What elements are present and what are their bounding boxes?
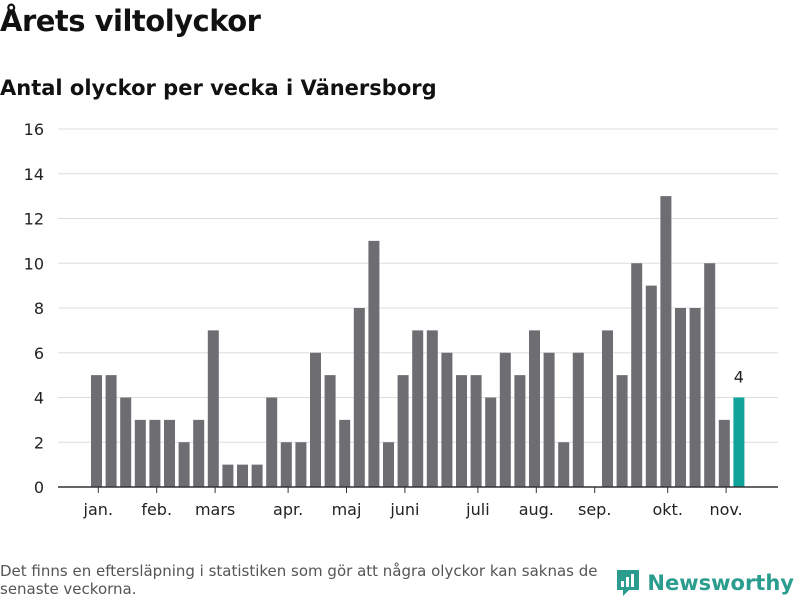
x-tick-label: nov. [709,500,742,519]
x-tick-label: aug. [519,500,554,519]
bar [105,375,117,487]
chart-title: Årets viltolyckor [0,4,261,38]
x-tick-label: juni [389,500,419,519]
x-tick-label: maj [332,500,362,519]
bar [529,330,540,487]
bar-value-label: 4 [734,368,744,387]
bar [426,330,438,487]
y-tick-label: 16 [24,120,44,139]
brand-name: Newsworthy [647,571,794,595]
y-tick-label: 10 [24,254,44,273]
bar [718,419,730,487]
bar [251,464,263,487]
x-tick-label: feb. [141,500,172,519]
bar [485,397,497,487]
bar [280,442,292,487]
x-tick-label: mars [195,500,235,519]
x-tick-label: sep. [578,500,611,519]
bar [193,419,205,487]
x-tick-label: apr. [273,500,303,519]
bar-chart: 0 2 4 6 8 10 12 14 16 4 jan. feb. mars apr. maj juni jul… [24,120,778,519]
y-tick-label: 0 [34,478,44,497]
newsworthy-logo-icon [617,570,640,596]
bar [675,308,686,487]
bar [499,352,511,487]
bar [91,375,102,487]
x-tick-label: juli [465,500,489,519]
y-tick-label: 8 [34,299,44,318]
bar [353,308,365,487]
bar [222,464,234,487]
bar [237,464,248,487]
bar [383,442,394,487]
bar [602,330,613,487]
x-tick-label: jan. [83,500,113,519]
bar [310,352,321,487]
bar [660,196,672,487]
bar [178,442,190,487]
bar [470,375,482,487]
bar [441,352,453,487]
y-tick-label: 14 [24,165,44,184]
bar [207,330,219,487]
bar [397,375,409,487]
bar [164,419,175,487]
bar [543,352,555,487]
bar [324,375,336,487]
y-tick-label: 12 [24,210,44,229]
bar [295,442,307,487]
bar [134,419,146,487]
bar [616,375,628,487]
chart-subtitle: Antal olyckor per vecka i Vänersborg [0,76,437,100]
bar [631,263,643,487]
bar [412,330,424,487]
footnote: Det finns en eftersläpning i statistiken… [0,562,598,598]
bar [149,419,161,487]
bar [120,397,132,487]
bar [514,375,526,487]
bar [339,419,351,487]
y-tick-label: 6 [34,344,44,363]
bar [456,375,467,487]
y-tick-label: 2 [34,433,44,452]
bar [689,308,701,487]
y-tick-label: 4 [34,389,44,408]
bar-highlight [733,397,745,487]
bar [704,263,716,487]
bar [266,397,278,487]
bar [572,352,584,487]
x-tick-label: okt. [652,500,682,519]
bar [645,285,657,487]
bar [558,442,570,487]
bar [368,240,380,487]
brand-logo: Newsworthy [615,568,794,598]
